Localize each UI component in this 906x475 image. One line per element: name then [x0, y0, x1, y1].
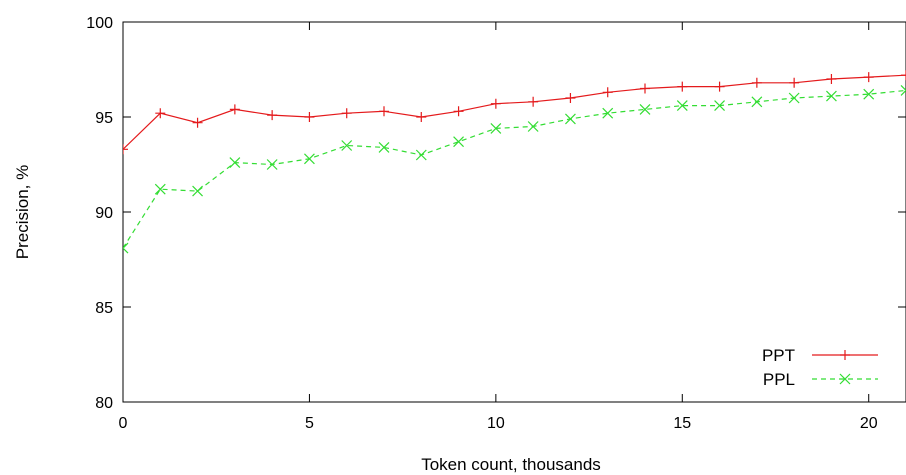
data-point-ppt — [192, 117, 203, 128]
data-point-ppt — [490, 98, 501, 109]
plot-area: 80 85 90 95 100 0 5 10 15 20 PPT PPL — [86, 15, 906, 432]
data-point-ppt — [123, 144, 128, 155]
x-tick-label: 0 — [119, 415, 128, 432]
y-tick-label: 90 — [95, 205, 113, 222]
data-point-ppt — [155, 108, 166, 119]
data-point-ppl — [229, 157, 241, 169]
y-tick-label: 85 — [95, 300, 113, 317]
data-point-ppt — [901, 70, 906, 81]
data-point-ppl — [415, 149, 427, 161]
data-point-ppt — [640, 83, 650, 94]
data-point-ppl — [123, 242, 129, 254]
data-point-ppt — [379, 106, 389, 117]
data-point-ppt — [826, 74, 837, 84]
data-point-ppt — [602, 87, 613, 98]
data-point-ppt — [304, 112, 315, 122]
data-point-ppl — [565, 113, 576, 125]
data-point-ppl — [602, 107, 614, 119]
data-point-ppt — [751, 77, 762, 88]
data-point-ppl — [676, 100, 688, 112]
series-ppt — [123, 70, 906, 155]
series-line-ppl — [123, 89, 906, 249]
data-point-ppl — [863, 88, 875, 100]
plot-frame — [122, 21, 906, 403]
y-tick-label: 100 — [86, 15, 113, 32]
x-axis-label: Token count, thousands — [421, 455, 601, 474]
data-point-ppl — [341, 140, 353, 151]
legend-label-ppl: PPL — [763, 370, 795, 389]
data-point-ppl — [900, 84, 906, 96]
data-point-ppl — [788, 92, 800, 104]
data-point-ppt — [341, 108, 352, 119]
data-point-ppt — [267, 110, 278, 121]
data-point-ppl — [304, 153, 315, 165]
data-point-ppt — [229, 104, 240, 115]
series-line-ppt — [123, 74, 906, 150]
data-point-ppl — [378, 141, 390, 153]
y-axis-label: Precision, % — [13, 165, 32, 259]
x-tick-label: 10 — [487, 415, 505, 432]
data-point-ppl — [490, 122, 502, 134]
data-point-ppt — [453, 106, 464, 117]
data-point-ppl — [192, 185, 203, 197]
data-point-ppl — [527, 121, 539, 132]
data-point-ppt — [714, 81, 725, 92]
data-point-ppl — [154, 183, 166, 195]
data-point-ppl — [714, 100, 725, 112]
data-point-ppl — [453, 136, 464, 148]
data-point-ppl — [826, 90, 837, 102]
data-point-ppl — [639, 103, 651, 115]
data-point-ppl — [751, 96, 763, 108]
data-point-ppt — [565, 93, 576, 103]
data-point-ppl — [266, 159, 278, 170]
series-ppl — [123, 84, 906, 254]
y-tick-label: 95 — [95, 110, 113, 127]
data-point-ppt — [863, 72, 874, 83]
data-point-ppt — [677, 81, 688, 92]
x-tick-label: 20 — [860, 415, 878, 432]
legend-marker-ppt — [840, 350, 850, 360]
legend-label-ppt: PPT — [762, 346, 795, 365]
data-point-ppt — [416, 112, 427, 122]
y-tick-label: 80 — [95, 395, 113, 412]
data-point-ppt — [528, 96, 539, 107]
x-tick-label: 15 — [673, 415, 691, 432]
x-tick-label: 5 — [305, 415, 314, 432]
legend-marker-ppl — [839, 373, 851, 385]
data-point-ppt — [789, 77, 800, 88]
